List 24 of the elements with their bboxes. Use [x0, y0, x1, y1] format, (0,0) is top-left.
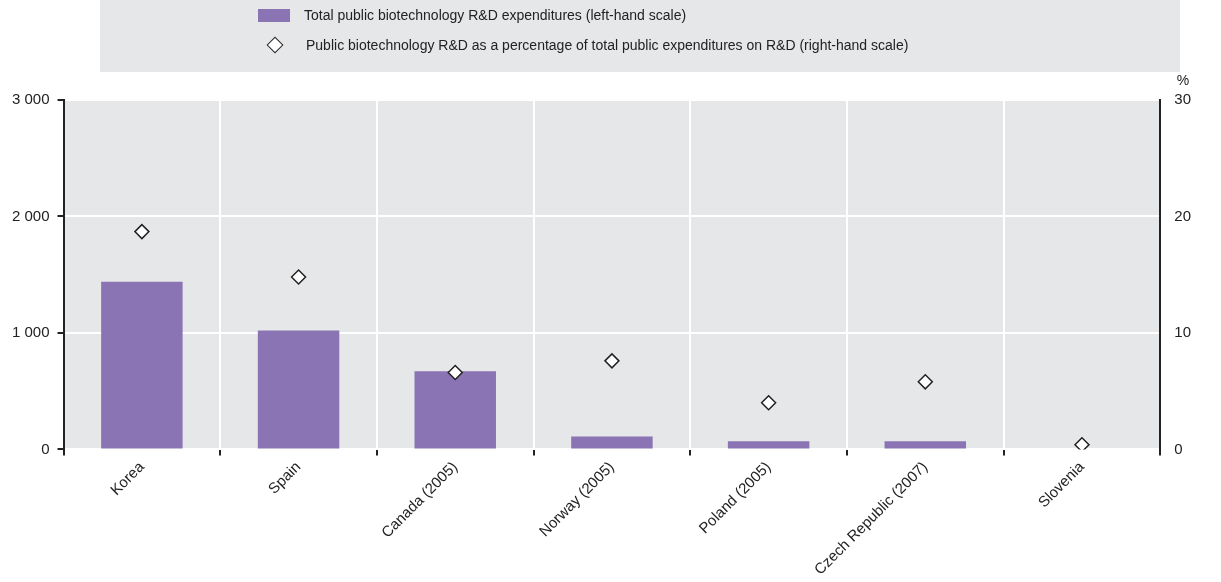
point [447, 364, 463, 381]
y2-tick-label: 10 [1174, 323, 1191, 341]
y-tick-label: 3 000 [11, 90, 50, 108]
point [604, 353, 620, 369]
legend-label: Public biotechnology R&D as a percentage of total public expenditures on R&D (right-hand scale) [306, 37, 909, 53]
point [134, 223, 150, 240]
bar [101, 281, 183, 449]
y2-axis-title: % [1176, 71, 1190, 88]
y-tick-label: 2 000 [11, 206, 50, 224]
y-tick-label: 1 000 [11, 323, 50, 341]
bar [884, 441, 967, 449]
bar [414, 371, 496, 449]
legend-label: Total public biotechnology R&D expenditures (left-hand scale) [304, 7, 687, 23]
point [1074, 436, 1090, 450]
bar [727, 441, 810, 449]
point [917, 374, 934, 390]
y2-tick-label: 0 [1174, 439, 1183, 457]
bar [257, 330, 340, 449]
point [760, 395, 777, 411]
y2-tick-label: 30 [1174, 90, 1191, 108]
y2-tick-label: 20 [1174, 206, 1191, 224]
point [290, 269, 307, 285]
bar [571, 436, 653, 449]
y-tick-label: 0 [41, 439, 50, 457]
